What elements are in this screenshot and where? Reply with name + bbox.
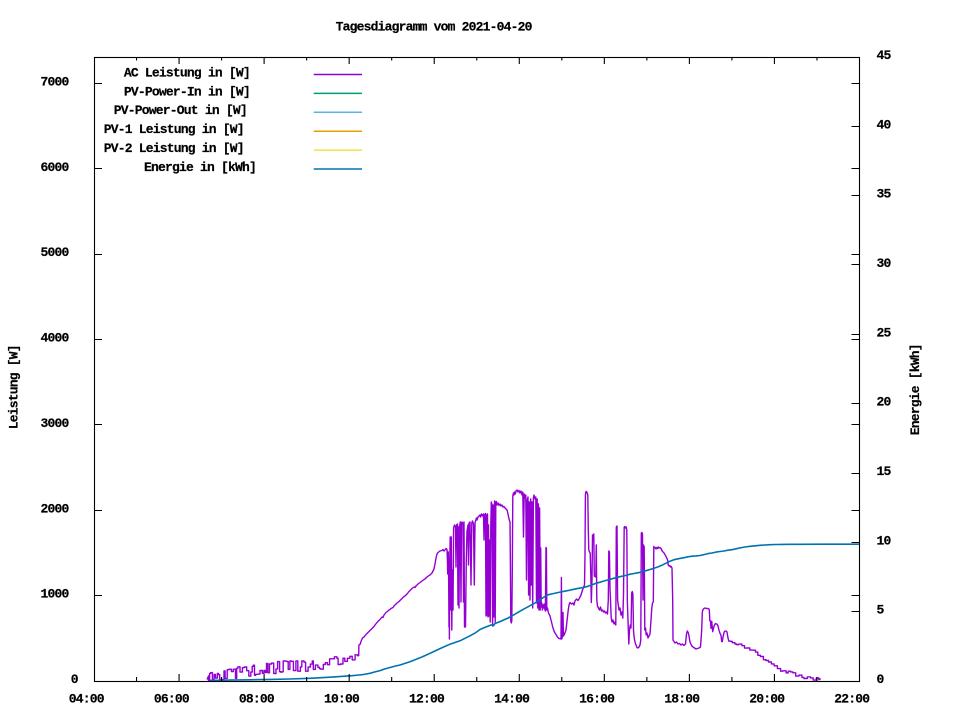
svg-text:PV-Power-In in [W]: PV-Power-In in [W] (124, 84, 250, 99)
svg-text:35: 35 (877, 187, 892, 202)
svg-text:Energie [kWh]: Energie [kWh] (908, 344, 923, 435)
svg-text:10:00: 10:00 (324, 691, 360, 706)
svg-text:20: 20 (877, 395, 892, 410)
svg-text:AC Leistung in [W]: AC Leistung in [W] (124, 65, 250, 80)
svg-text:08:00: 08:00 (239, 691, 275, 706)
svg-text:30: 30 (877, 256, 892, 271)
svg-text:5000: 5000 (41, 245, 70, 260)
svg-text:0: 0 (71, 672, 79, 687)
svg-text:15: 15 (877, 464, 892, 479)
svg-text:40: 40 (877, 117, 892, 132)
svg-text:PV-1 Leistung in [W]: PV-1 Leistung in [W] (104, 122, 244, 137)
svg-text:20:00: 20:00 (749, 691, 785, 706)
svg-text:22:00: 22:00 (834, 691, 870, 706)
svg-text:06:00: 06:00 (154, 691, 190, 706)
svg-text:1000: 1000 (41, 587, 70, 602)
svg-text:3000: 3000 (41, 416, 70, 431)
svg-text:5: 5 (877, 603, 885, 618)
svg-text:0: 0 (877, 672, 885, 687)
svg-text:Tagesdiagramm vom 2021-04-20: Tagesdiagramm vom 2021-04-20 (336, 19, 533, 34)
svg-text:25: 25 (877, 325, 892, 340)
svg-text:10: 10 (877, 533, 892, 548)
svg-text:14:00: 14:00 (494, 691, 530, 706)
svg-text:PV-Power-Out in [W]: PV-Power-Out in [W] (114, 103, 247, 118)
svg-text:12:00: 12:00 (409, 691, 445, 706)
svg-text:4000: 4000 (41, 331, 70, 346)
svg-text:Energie in [kWh]: Energie in [kWh] (144, 160, 256, 175)
svg-text:6000: 6000 (41, 160, 70, 175)
svg-text:18:00: 18:00 (664, 691, 700, 706)
svg-text:2000: 2000 (41, 501, 70, 516)
svg-text:Leistung [W]: Leistung [W] (6, 345, 21, 429)
svg-text:16:00: 16:00 (579, 691, 615, 706)
svg-text:04:00: 04:00 (69, 691, 105, 706)
svg-text:45: 45 (877, 48, 892, 63)
svg-text:PV-2 Leistung in [W]: PV-2 Leistung in [W] (104, 141, 244, 156)
svg-text:7000: 7000 (41, 75, 70, 90)
